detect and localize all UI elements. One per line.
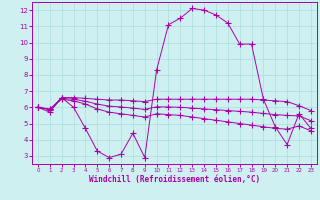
X-axis label: Windchill (Refroidissement éolien,°C): Windchill (Refroidissement éolien,°C) <box>89 175 260 184</box>
